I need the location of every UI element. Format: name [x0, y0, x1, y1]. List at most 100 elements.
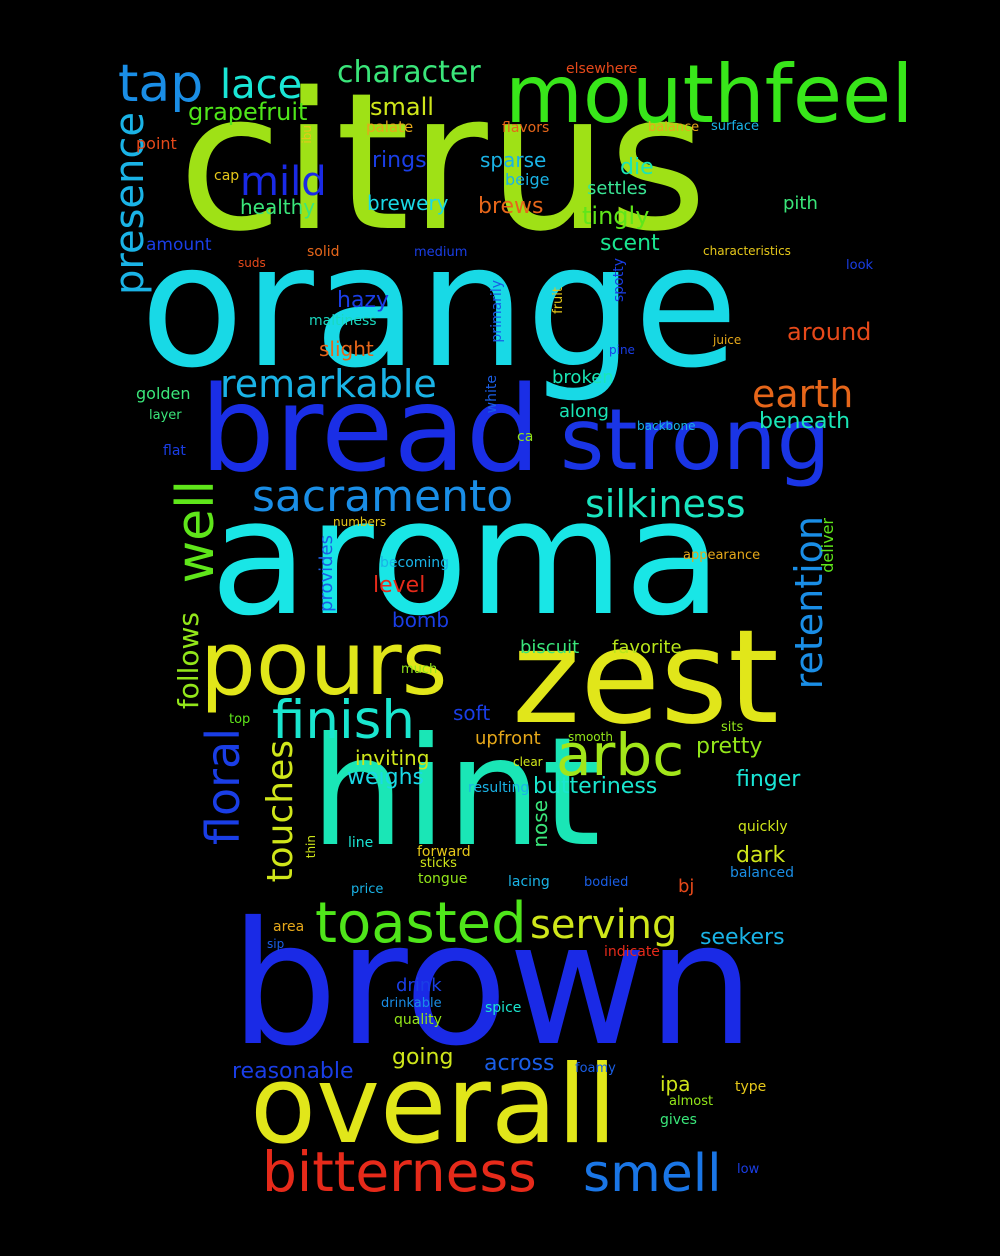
word-thin: thin [304, 835, 318, 859]
word-inviting: inviting [355, 746, 430, 770]
word-backbone: backbone [637, 419, 696, 433]
word-gives: gives [660, 1112, 697, 1128]
word-bodied: bodied [584, 875, 629, 890]
word-pretty: pretty [696, 734, 763, 759]
word-sacramento: sacramento [252, 471, 514, 522]
word-nose: nose [528, 800, 552, 848]
word-bomb: bomb [392, 608, 450, 632]
word-primarily: primarily [489, 280, 505, 343]
word-spotty: spotty [611, 258, 627, 303]
word-clear: clear [513, 755, 543, 769]
word-settles: settles [587, 178, 648, 199]
word-solid: solid [307, 244, 340, 260]
word-well: well [166, 480, 226, 584]
word-beneath: beneath [759, 409, 851, 434]
word-small: small [370, 93, 434, 121]
word-tingly: tingly [582, 202, 650, 230]
word-earth: earth [752, 372, 854, 416]
word-forward: forward [417, 844, 471, 860]
word-surface: surface [711, 119, 760, 134]
word-broken: broken [552, 367, 614, 388]
word-drinkable: drinkable [381, 996, 442, 1011]
word-cap: cap [214, 168, 240, 184]
word-across: across [484, 1051, 555, 1076]
word-balanced: balanced [730, 865, 795, 881]
word-along: along [559, 401, 609, 422]
word-spice: spice [485, 1000, 522, 1016]
word-silkiness: silkiness [585, 482, 746, 526]
word-finish: finish [272, 690, 415, 751]
word-top: top [229, 712, 251, 727]
word-rings: rings [372, 148, 427, 173]
word-brewery: brewery [367, 191, 449, 215]
word-indicate: indicate [604, 944, 660, 960]
word-reasonable: reasonable [232, 1059, 354, 1084]
word-grapefruit: grapefruit [188, 98, 308, 126]
word-hint: hint [310, 706, 601, 880]
word-ca: ca [517, 429, 534, 445]
word-character: character [337, 55, 481, 90]
word-fruit: fruit [551, 287, 566, 314]
word-price: price [351, 882, 384, 897]
word-amount: amount [146, 235, 212, 255]
word-mild: mild [240, 159, 327, 205]
word-tap: tap [118, 54, 204, 114]
word-provides: provides [316, 535, 337, 612]
word-drink: drink [396, 975, 442, 996]
word-elsewhere: elsewhere [566, 61, 638, 77]
word-aroma: aroma [210, 464, 723, 651]
word-remarkable: remarkable [220, 362, 437, 406]
word-numbers: numbers [333, 515, 387, 529]
word-pours: pours [200, 612, 448, 715]
word-pith: pith [783, 193, 818, 214]
word-beige: beige [505, 170, 550, 189]
word-touches: touches [260, 740, 301, 883]
word-going: going [392, 1045, 454, 1070]
word-serving: serving [530, 902, 678, 948]
word-becoming: becoming [380, 555, 450, 571]
word-look: look [846, 258, 874, 273]
word-finger: finger [736, 767, 801, 792]
word-healthy: healthy [240, 195, 316, 219]
word-brown: brown [230, 886, 755, 1084]
word-slight: slight [319, 337, 374, 361]
word-almost: almost [669, 1094, 714, 1109]
word-appearance: appearance [683, 548, 761, 563]
word-soft: soft [453, 701, 491, 725]
word-tongue: tongue [418, 871, 468, 887]
word-smell: smell [583, 1144, 722, 1204]
word-strong: strong [560, 391, 831, 490]
word-die: die [620, 155, 654, 180]
word-line: line [348, 835, 374, 851]
word-balance: balance [648, 120, 700, 135]
word-around: around [787, 318, 872, 346]
word-bj: bj [678, 876, 695, 897]
word-deliver: deliver [818, 518, 837, 573]
word-smooth: smooth [568, 730, 613, 744]
word-medium: medium [414, 245, 468, 260]
word-foamy: foamy [575, 1061, 616, 1076]
word-maltiness: maltiness [309, 313, 377, 329]
word-favorite: favorite [612, 637, 682, 658]
word-pine: pine [609, 343, 635, 357]
word-lace: lace [220, 62, 303, 108]
word-dark: dark [736, 843, 786, 868]
word-citrus: citrus [178, 52, 708, 273]
word-seekers: seekers [700, 925, 785, 950]
word-hazy: hazy [337, 288, 389, 313]
word-flat: flat [163, 443, 186, 459]
word-lacing: lacing [508, 874, 550, 890]
word-overall: overall [250, 1043, 618, 1168]
word-quality: quality [394, 1012, 442, 1028]
word-upfront: upfront [475, 728, 541, 749]
word-resulting: resulting [468, 780, 530, 796]
word-low: low [737, 1162, 760, 1177]
word-bread: bread [200, 360, 541, 498]
word-biscuit: biscuit [520, 637, 580, 658]
word-bitterness: bitterness [262, 1140, 537, 1204]
word-sticks: sticks [420, 856, 457, 871]
word-level: level [373, 573, 426, 598]
word-type: type [735, 1079, 767, 1095]
word-sparse: sparse [480, 148, 547, 172]
word-white: white [484, 375, 500, 414]
